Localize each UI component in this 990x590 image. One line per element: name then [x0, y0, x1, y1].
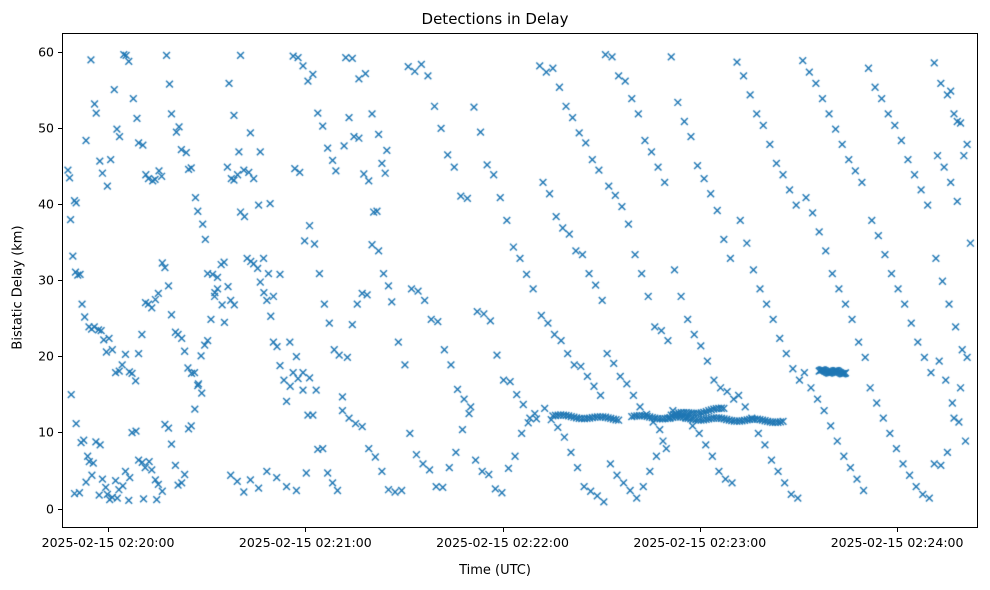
x-axis-label: Time (UTC)	[459, 563, 531, 578]
page-title: Detections in Delay	[421, 10, 569, 28]
x-tick-label: 2025-02-15 02:22:00	[436, 535, 569, 550]
x-tick-label: 2025-02-15 02:21:00	[238, 535, 372, 550]
y-tick-mark	[58, 356, 62, 358]
y-tick-label: 50	[38, 120, 54, 136]
y-tick-label: 30	[38, 272, 54, 288]
y-tick-label: 0	[46, 501, 54, 516]
y-tick-label: 60	[38, 44, 54, 60]
y-axis-label: Bistatic Delay (km)	[10, 225, 26, 350]
scatter-plot-canvas	[63, 34, 977, 527]
y-tick-mark	[58, 432, 62, 434]
x-tick-label: 2025-02-15 02:23:00	[633, 535, 767, 550]
x-tick-mark	[897, 528, 899, 532]
x-tick-mark	[108, 528, 110, 532]
y-tick-mark	[58, 204, 62, 206]
x-tick-mark	[305, 528, 307, 532]
y-tick-mark	[58, 52, 62, 54]
y-tick-mark	[58, 508, 62, 510]
x-tick-mark	[502, 528, 504, 532]
y-tick-mark	[58, 128, 62, 130]
y-tick-label: 10	[38, 424, 54, 440]
x-tick-mark	[699, 528, 701, 532]
y-tick-mark	[58, 280, 62, 282]
y-tick-label: 20	[38, 348, 54, 364]
plot-axes	[62, 33, 978, 528]
x-tick-label: 2025-02-15 02:24:00	[830, 535, 964, 550]
x-tick-label: 2025-02-15 02:20:00	[41, 535, 175, 550]
y-tick-label: 40	[38, 196, 54, 212]
